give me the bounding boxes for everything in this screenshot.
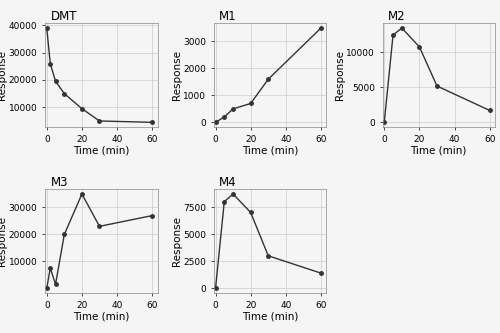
Text: M1: M1 — [220, 10, 237, 23]
X-axis label: Time (min): Time (min) — [410, 145, 467, 155]
Text: M3: M3 — [50, 176, 68, 189]
X-axis label: Time (min): Time (min) — [242, 311, 298, 321]
Text: DMT: DMT — [50, 10, 77, 23]
X-axis label: Time (min): Time (min) — [73, 145, 130, 155]
X-axis label: Time (min): Time (min) — [242, 145, 298, 155]
Y-axis label: Response: Response — [334, 50, 344, 100]
Text: M2: M2 — [388, 10, 406, 23]
Y-axis label: Response: Response — [0, 216, 7, 266]
Text: M4: M4 — [220, 176, 237, 189]
Y-axis label: Response: Response — [172, 216, 181, 266]
Y-axis label: Response: Response — [172, 50, 181, 100]
Y-axis label: Response: Response — [0, 50, 7, 100]
X-axis label: Time (min): Time (min) — [73, 311, 130, 321]
